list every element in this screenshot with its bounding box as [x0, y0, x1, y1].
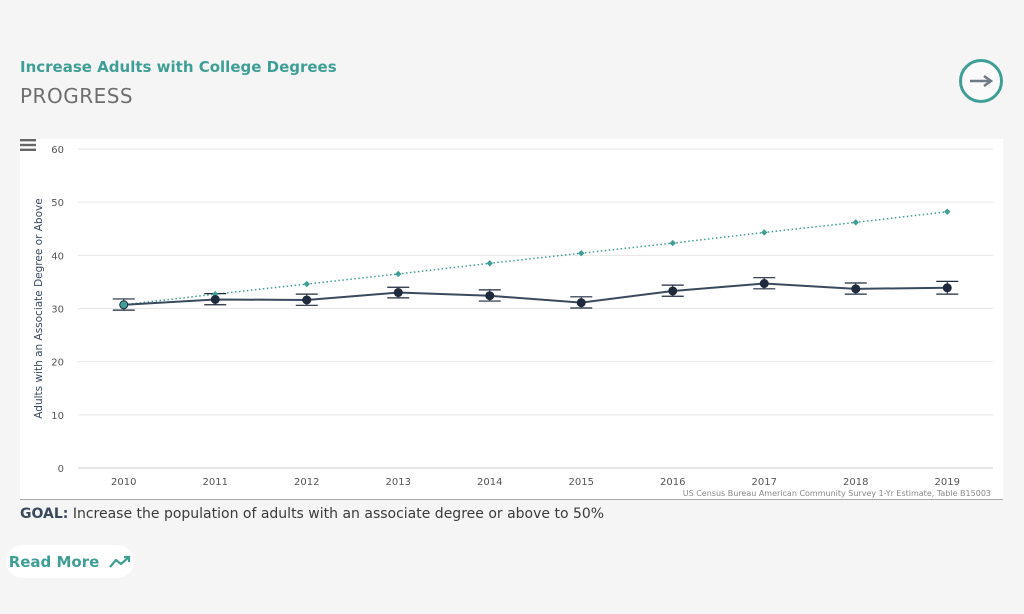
target-point — [669, 239, 676, 247]
arrow-right-icon — [970, 74, 994, 88]
read-more-button[interactable]: Read More — [6, 545, 134, 578]
y-tick-label: 20 — [51, 358, 64, 369]
hamburger-menu-icon[interactable] — [20, 139, 36, 151]
progress-chart: 0 10 20 30 40 50 60 2010 2011 2012 2013 2014 2015 201… — [33, 145, 993, 498]
actual-point — [668, 286, 678, 296]
x-tick-label: 2012 — [294, 477, 319, 488]
actual-point — [851, 284, 861, 294]
actual-point — [210, 294, 220, 304]
y-tick-label: 40 — [51, 251, 64, 262]
target-point — [578, 250, 585, 257]
y-tick-label: 10 — [51, 411, 64, 422]
goal-label: GOAL: — [20, 506, 69, 522]
actual-point — [759, 279, 769, 289]
actual-point — [942, 283, 952, 293]
goal-text: Increase the population of adults with a… — [72, 506, 605, 522]
actual-point — [393, 288, 403, 298]
y-tick-label: 60 — [51, 145, 64, 156]
x-tick-label: 2015 — [569, 477, 594, 488]
chart-credits: US Census Bureau American Community Surv… — [683, 489, 991, 498]
x-tick-label: 2019 — [935, 477, 960, 488]
chart-card: 0 10 20 30 40 50 60 2010 2011 2012 2013 2014 2015 201… — [20, 139, 1003, 500]
x-tick-label: 2018 — [843, 477, 868, 488]
goal-statement: GOAL: Increase the population of adults … — [20, 506, 604, 522]
x-tick-label: 2017 — [752, 477, 777, 488]
actual-point — [119, 300, 129, 310]
read-more-label: Read More — [8, 552, 100, 571]
target-line — [123, 210, 948, 306]
target-point — [761, 229, 768, 236]
y-tick-label: 50 — [51, 198, 64, 209]
goal-subtitle: Increase Adults with College Degrees — [20, 58, 337, 76]
y-tick-label: 0 — [58, 464, 64, 475]
actual-point — [302, 295, 312, 305]
target-point — [395, 270, 402, 278]
target-point — [944, 208, 951, 215]
y-tick-label: 30 — [51, 305, 64, 316]
actual-point — [576, 298, 586, 308]
x-tick-label: 2016 — [660, 477, 685, 488]
target-point — [486, 260, 493, 267]
x-tick-label: 2014 — [477, 477, 502, 488]
y-axis-title: Adults with an Associate Degree or Above — [33, 198, 45, 418]
trend-line-icon — [109, 555, 131, 568]
page-title: PROGRESS — [20, 84, 134, 108]
actual-point — [485, 291, 495, 301]
x-tick-label: 2010 — [111, 477, 136, 488]
next-arrow-button[interactable] — [959, 59, 1003, 103]
x-tick-label: 2013 — [386, 477, 411, 488]
target-point — [303, 280, 310, 288]
actual-line — [123, 282, 948, 306]
target-point — [852, 219, 859, 226]
x-tick-label: 2011 — [203, 477, 228, 488]
